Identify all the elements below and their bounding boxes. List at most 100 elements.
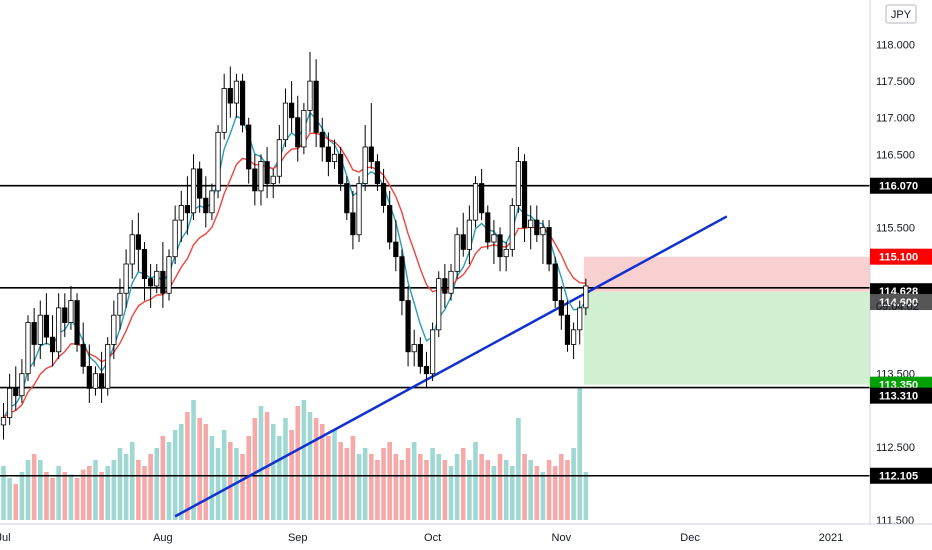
volume-bar	[209, 436, 215, 520]
volume-bar	[411, 442, 417, 520]
candle	[405, 285, 411, 367]
candle-body	[37, 314, 43, 345]
currency-badge[interactable]: JPY	[885, 4, 917, 24]
candle-body	[546, 227, 552, 265]
candle	[190, 154, 197, 221]
candle	[289, 81, 295, 133]
candle-body	[338, 153, 344, 184]
volume-bar	[559, 454, 564, 520]
volume-bar	[503, 460, 509, 520]
candle-body	[49, 336, 56, 353]
candle-body	[460, 234, 466, 250]
candle	[570, 322, 577, 360]
candle-body	[577, 307, 583, 331]
candle	[19, 359, 25, 403]
candle	[31, 307, 37, 367]
volume-bar	[74, 478, 80, 520]
candle	[344, 176, 350, 221]
candle-body	[80, 344, 86, 367]
candle-body	[68, 300, 74, 323]
candle-body	[117, 292, 123, 316]
price-axis: 111.500112.500113.500114.675115.500116.5…	[869, 0, 932, 550]
candle	[301, 103, 307, 155]
candle-body	[393, 241, 399, 258]
candle-body	[43, 314, 50, 338]
candle	[0, 402, 7, 440]
candle	[209, 183, 215, 221]
volume-bar	[301, 400, 307, 520]
candle	[368, 103, 374, 169]
volume-bar	[497, 454, 503, 520]
candle-body	[86, 365, 92, 389]
candles	[0, 51, 589, 440]
volume-bar	[13, 484, 19, 520]
price-tag-value: 112.105	[879, 471, 918, 483]
volume-bar	[393, 454, 399, 520]
candle	[509, 198, 515, 257]
candle-body	[178, 205, 184, 221]
candle	[491, 220, 497, 264]
candle	[497, 227, 503, 272]
candle-body	[197, 168, 203, 199]
volume-bar	[534, 466, 540, 520]
candle	[80, 322, 86, 374]
candle	[123, 249, 129, 308]
volume-bar	[123, 454, 129, 520]
volume-bar	[50, 478, 55, 520]
currency-label: JPY	[891, 9, 912, 21]
candle	[92, 366, 99, 396]
price-tag-value: 113.310	[879, 391, 918, 403]
candle	[374, 154, 381, 191]
candle	[331, 139, 338, 169]
volume-bar	[19, 472, 25, 520]
candle-body	[313, 80, 319, 133]
candle-body	[184, 205, 190, 214]
currency-badge-box[interactable]	[885, 4, 917, 24]
candle	[393, 220, 399, 272]
price-tag-box	[870, 177, 932, 194]
time-axis-background	[0, 524, 932, 550]
price-tag: 112.105	[870, 467, 932, 484]
candle-body	[570, 329, 577, 345]
candle	[74, 293, 80, 352]
volume-bar	[62, 472, 68, 520]
volume-bar	[424, 460, 429, 520]
candle	[49, 315, 56, 367]
candle-body	[350, 212, 356, 236]
candle-body	[215, 131, 221, 192]
volume-bar	[344, 448, 350, 520]
candle	[184, 176, 190, 235]
volume-bar	[350, 436, 356, 520]
candle-body	[0, 417, 7, 426]
volume-bar	[1, 466, 6, 520]
candle-body	[13, 387, 19, 397]
take-profit-zone	[583, 291, 870, 385]
candle-body	[528, 219, 534, 228]
volume-bar	[387, 442, 392, 520]
volume-bar	[31, 454, 37, 520]
candle-body	[405, 300, 411, 353]
candle	[13, 366, 19, 411]
time-axis: Jul Aug Sep Oct Nov Dec 2021	[0, 523, 932, 550]
volume-bar	[295, 406, 301, 520]
candle	[479, 168, 485, 221]
price-tag-box	[870, 467, 932, 484]
candle	[246, 117, 252, 184]
candle	[98, 351, 105, 403]
candle	[282, 88, 289, 147]
price-tag-value: 114.600	[879, 297, 918, 309]
volume-bar	[129, 442, 135, 520]
candle	[472, 176, 479, 228]
candle-body	[325, 146, 331, 163]
candle	[356, 176, 362, 243]
bar-countdown: 09:04:02	[876, 301, 919, 313]
candle	[7, 373, 13, 425]
volume-bar	[485, 460, 491, 520]
volume-bar	[178, 424, 184, 520]
candle-body	[319, 131, 325, 148]
candle-body	[509, 205, 515, 250]
candle	[528, 205, 534, 250]
volume-bar	[56, 466, 61, 520]
candle	[534, 205, 540, 243]
